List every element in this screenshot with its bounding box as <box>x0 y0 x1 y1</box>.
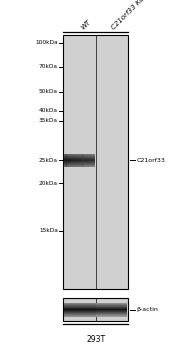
Text: 20kDa: 20kDa <box>39 181 58 186</box>
Bar <box>64 308 127 309</box>
Bar <box>64 305 127 306</box>
Bar <box>85 154 86 167</box>
Bar <box>91 154 92 167</box>
Bar <box>64 302 127 303</box>
Bar <box>64 154 65 167</box>
Text: 70kDa: 70kDa <box>39 64 58 69</box>
Bar <box>81 154 83 167</box>
Bar <box>64 312 127 313</box>
Bar <box>90 154 91 167</box>
Bar <box>76 154 78 167</box>
Bar <box>64 306 127 307</box>
Bar <box>86 154 88 167</box>
Bar <box>63 298 128 321</box>
Bar <box>73 154 74 167</box>
Bar <box>64 309 127 310</box>
Text: 35kDa: 35kDa <box>39 118 58 123</box>
Bar <box>64 311 127 312</box>
Text: 293T: 293T <box>86 335 105 344</box>
Bar <box>64 314 127 315</box>
Bar <box>64 307 127 308</box>
Text: β-actin: β-actin <box>137 307 158 312</box>
Text: 50kDa: 50kDa <box>39 89 58 94</box>
Text: 40kDa: 40kDa <box>39 108 58 113</box>
Bar <box>78 154 79 167</box>
Bar <box>92 154 94 167</box>
Text: 100kDa: 100kDa <box>35 40 58 45</box>
Bar <box>64 316 127 317</box>
Bar <box>84 154 85 167</box>
Bar <box>74 154 75 167</box>
Bar <box>68 154 69 167</box>
Text: 25kDa: 25kDa <box>39 158 58 163</box>
Bar <box>71 154 73 167</box>
Bar <box>69 154 70 167</box>
Text: WT: WT <box>80 18 92 30</box>
Bar <box>75 154 76 167</box>
Text: 15kDa: 15kDa <box>39 229 58 233</box>
Bar <box>66 154 68 167</box>
Bar <box>87 154 89 167</box>
Bar <box>64 303 96 317</box>
Bar <box>64 310 127 311</box>
Bar <box>64 313 127 314</box>
Bar <box>64 303 127 304</box>
Bar <box>63 35 128 289</box>
Bar <box>64 304 127 305</box>
Bar <box>83 154 84 167</box>
Bar <box>94 154 95 167</box>
Bar <box>64 315 127 316</box>
Bar <box>70 154 71 167</box>
Text: C21orf33 KO: C21orf33 KO <box>110 0 146 30</box>
Bar <box>65 154 67 167</box>
Bar <box>89 154 90 167</box>
Bar <box>80 154 81 167</box>
Bar <box>79 154 80 167</box>
Text: C21orf33: C21orf33 <box>137 158 166 163</box>
